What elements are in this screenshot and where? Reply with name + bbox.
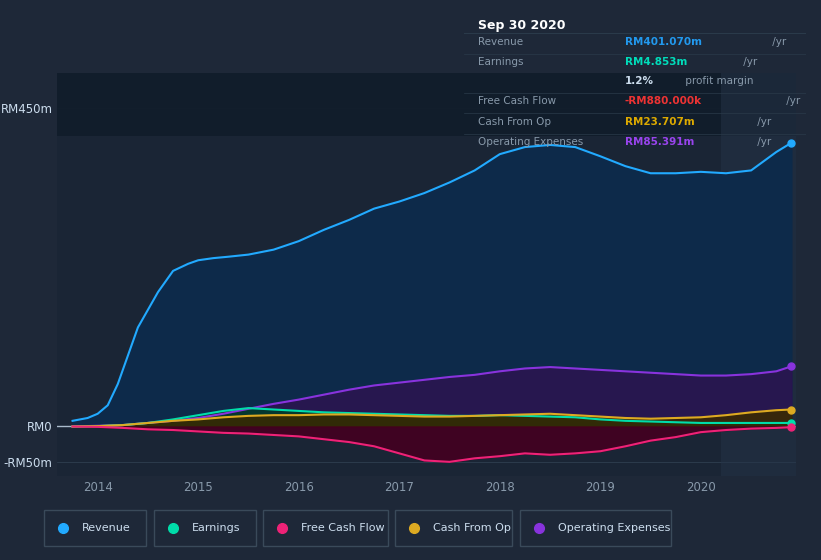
Text: /yr: /yr	[783, 96, 800, 106]
Text: Revenue: Revenue	[82, 522, 131, 533]
Text: /yr: /yr	[754, 118, 772, 128]
Text: 1.2%: 1.2%	[625, 76, 654, 86]
Text: /yr: /yr	[740, 58, 757, 67]
Text: /yr: /yr	[768, 38, 786, 48]
Text: RM23.707m: RM23.707m	[625, 118, 695, 128]
Text: Cash From Op: Cash From Op	[478, 118, 551, 128]
Text: Earnings: Earnings	[191, 522, 240, 533]
Text: Operating Expenses: Operating Expenses	[557, 522, 670, 533]
Bar	[721, 73, 796, 476]
Text: RM4.853m: RM4.853m	[625, 58, 687, 67]
Text: Cash From Op: Cash From Op	[433, 522, 511, 533]
Text: profit margin: profit margin	[682, 76, 754, 86]
Text: RM401.070m: RM401.070m	[625, 38, 702, 48]
Text: Operating Expenses: Operating Expenses	[478, 138, 583, 147]
Text: /yr: /yr	[754, 138, 772, 147]
Text: Revenue: Revenue	[478, 38, 523, 48]
Text: Free Cash Flow: Free Cash Flow	[301, 522, 384, 533]
Text: Sep 30 2020: Sep 30 2020	[478, 19, 565, 32]
Text: RM85.391m: RM85.391m	[625, 138, 694, 147]
Text: Free Cash Flow: Free Cash Flow	[478, 96, 556, 106]
Text: -RM880.000k: -RM880.000k	[625, 96, 702, 106]
Text: Earnings: Earnings	[478, 58, 523, 67]
Bar	[57, 73, 796, 137]
